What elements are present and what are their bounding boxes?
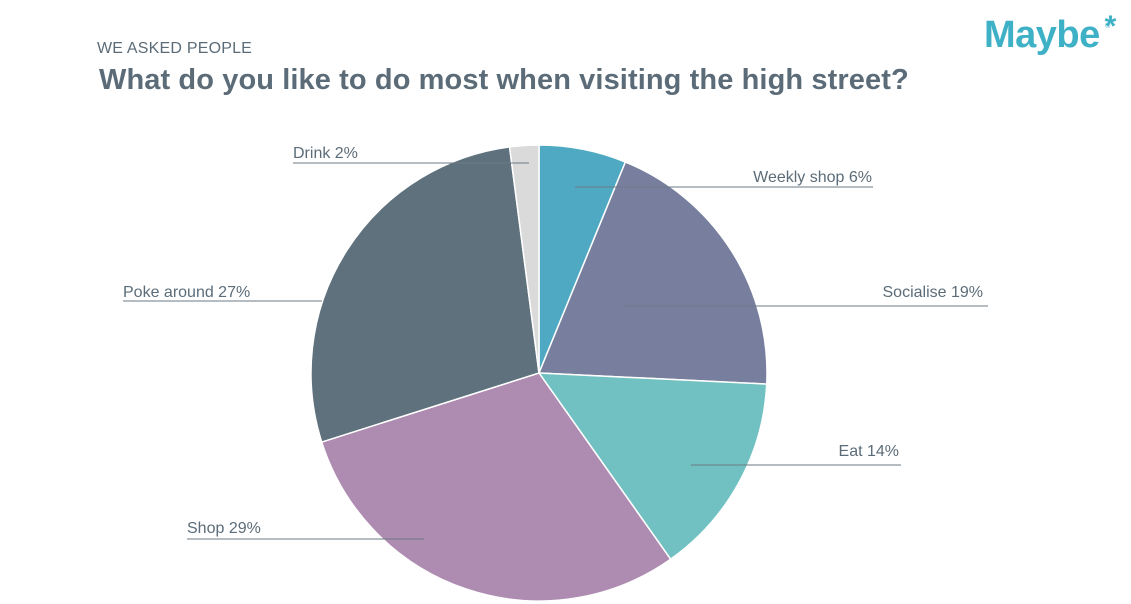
slice-label-shop: Shop 29% <box>187 520 261 537</box>
chart-eyebrow: WE ASKED PEOPLE <box>97 40 253 57</box>
slice-label-socialise: Socialise 19% <box>883 284 984 301</box>
slice-label-weekly-shop: Weekly shop 6% <box>753 169 872 186</box>
pie-slice-eat <box>537 372 768 561</box>
slice-label-eat: Eat 14% <box>839 443 899 460</box>
slice-label-poke-around: Poke around 27% <box>123 284 250 301</box>
pie-slice-socialise <box>537 161 768 385</box>
logo-asterisk-icon: * <box>1104 10 1117 43</box>
logo-text: Maybe <box>984 14 1100 56</box>
maybe-logo: Maybe * ® <box>984 10 1116 58</box>
chart-title: What do you like to do most when visitin… <box>99 64 909 96</box>
pie-slice-poke-around <box>310 146 540 443</box>
pie-slice-shop <box>320 372 672 602</box>
pie-slice-drink <box>508 144 540 374</box>
slice-label-drink: Drink 2% <box>293 145 358 162</box>
registered-mark: ® <box>1105 23 1110 30</box>
